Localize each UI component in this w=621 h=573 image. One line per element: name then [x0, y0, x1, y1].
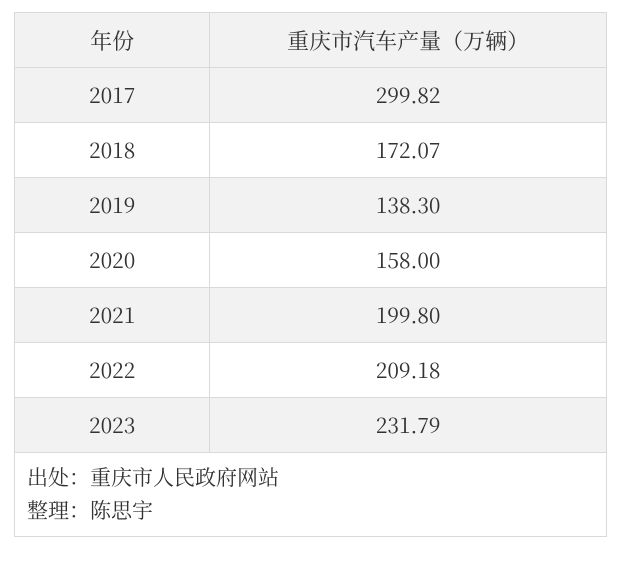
cell-year: 2019	[15, 178, 210, 233]
header-row: 年份 重庆市汽车产量（万辆）	[15, 13, 607, 68]
table-footer: 出处：重庆市人民政府网站 整理：陈思宇	[15, 453, 607, 537]
cell-year: 2018	[15, 123, 210, 178]
cell-year: 2017	[15, 68, 210, 123]
cell-year: 2022	[15, 343, 210, 398]
cell-value: 231.79	[210, 398, 607, 453]
production-table: 年份 重庆市汽车产量（万辆） 2017299.822018172.0720191…	[14, 12, 607, 537]
col-header-value: 重庆市汽车产量（万辆）	[210, 13, 607, 68]
table-row: 2018172.07	[15, 123, 607, 178]
source-line: 出处：重庆市人民政府网站	[27, 461, 596, 494]
table-row: 2020158.00	[15, 233, 607, 288]
table-row: 2021199.80	[15, 288, 607, 343]
cell-value: 299.82	[210, 68, 607, 123]
table-row: 2017299.82	[15, 68, 607, 123]
cell-value: 158.00	[210, 233, 607, 288]
cell-year: 2023	[15, 398, 210, 453]
cell-year: 2020	[15, 233, 210, 288]
cell-year: 2021	[15, 288, 210, 343]
cell-value: 209.18	[210, 343, 607, 398]
cell-value: 172.07	[210, 123, 607, 178]
col-header-year: 年份	[15, 13, 210, 68]
table-row: 2022209.18	[15, 343, 607, 398]
table-row: 2019138.30	[15, 178, 607, 233]
cell-value: 138.30	[210, 178, 607, 233]
cell-value: 199.80	[210, 288, 607, 343]
compiled-line: 整理：陈思宇	[27, 494, 596, 527]
table-row: 2023231.79	[15, 398, 607, 453]
table-container: 年份 重庆市汽车产量（万辆） 2017299.822018172.0720191…	[0, 0, 621, 549]
